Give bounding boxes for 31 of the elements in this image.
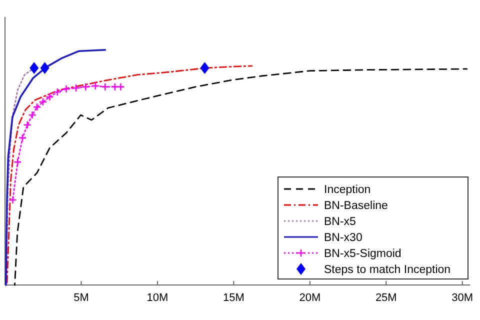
point [38, 98, 48, 106]
legend-label: Inception [324, 184, 371, 196]
point [40, 62, 50, 74]
x-tick-label: 30M [452, 292, 474, 304]
point [18, 134, 27, 142]
legend-label: BN-x5 [324, 216, 356, 228]
x-tick-label: 25M [375, 292, 397, 304]
x-tick-label: 15M [222, 292, 244, 304]
point [101, 82, 110, 91]
point [62, 84, 70, 94]
point [23, 120, 32, 130]
point [116, 82, 125, 91]
point [72, 84, 80, 92]
x-tick-label: 20M [299, 292, 321, 304]
point [91, 82, 100, 90]
point [28, 110, 36, 120]
point [82, 82, 90, 91]
legend-label: BN-x30 [324, 232, 362, 244]
x-tick-label: 10M [146, 292, 168, 304]
legend-label: Steps to match Inception [324, 264, 451, 276]
point [30, 62, 39, 74]
x-tick-label: 5M [74, 292, 89, 304]
point [32, 102, 42, 112]
point [110, 82, 120, 91]
point [14, 158, 22, 166]
legend-label: BN-x5-Sigmoid [324, 248, 402, 260]
point [46, 92, 54, 102]
point [200, 62, 210, 74]
point [53, 88, 62, 96]
point [8, 196, 17, 204]
legend-label: BN-Baseline [324, 200, 388, 212]
